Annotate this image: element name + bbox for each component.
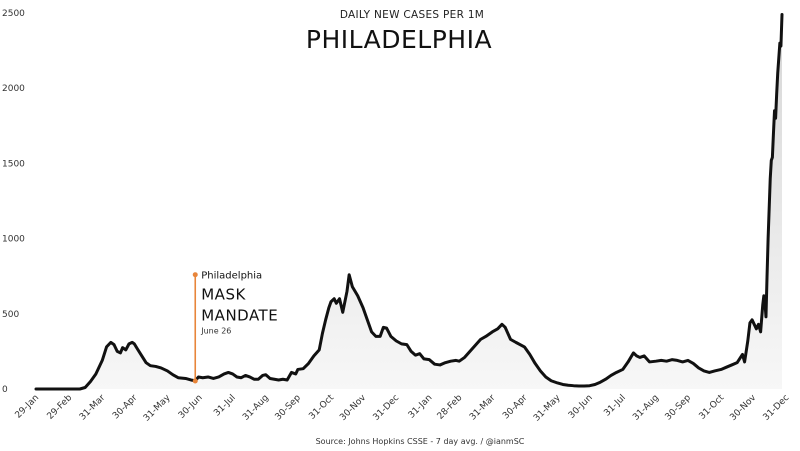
- x-tick-label: 30-Apr: [111, 393, 140, 422]
- x-tick-label: 31-Dec: [762, 393, 792, 423]
- mask-mandate-annotation: Philadelphia MASK MANDATE June 26: [192, 271, 278, 384]
- x-tick-label: 31-Jan: [407, 393, 435, 421]
- x-tick-label: 30-Nov: [338, 393, 368, 423]
- x-tick-label: 31-Mar: [78, 393, 108, 423]
- chart-title: PHILADELPHIA: [306, 25, 492, 54]
- x-tick-label: 30-Jun: [177, 393, 205, 421]
- x-tick-label: 30-Sep: [664, 393, 694, 423]
- y-tick-label: 500: [2, 310, 19, 320]
- x-tick-label: 31-Aug: [631, 393, 661, 423]
- chart-source: Source: Johns Hopkins CSSE - 7 day avg. …: [316, 437, 525, 446]
- x-tick-label: 31-Jul: [212, 393, 238, 419]
- x-tick-label: 31-Oct: [307, 393, 336, 422]
- y-axis: 0 500 1000 1500 2000 2500: [2, 9, 25, 395]
- annotation-title-line2: MANDATE: [201, 307, 278, 325]
- y-tick-label: 1000: [2, 235, 25, 245]
- y-tick-label: 1500: [2, 159, 25, 169]
- x-tick-label: 31-Jul: [602, 393, 628, 419]
- x-tick-label: 31-May: [532, 393, 563, 424]
- annotation-dot-top: [192, 272, 198, 278]
- series-line: [34, 13, 784, 391]
- x-tick-label: 29-Feb: [46, 393, 75, 422]
- annotation-title-line1: MASK: [201, 286, 246, 304]
- x-tick-label: 31-May: [142, 393, 173, 424]
- annotation-label: Philadelphia: [201, 271, 262, 282]
- x-axis: 29-Jan 29-Feb 31-Mar 30-Apr 31-May 30-Jun 31-J…: [13, 393, 791, 424]
- x-tick-label: 31-Oct: [698, 393, 727, 422]
- y-tick-label: 2000: [2, 84, 25, 94]
- x-tick-label: 28-Feb: [436, 393, 465, 422]
- y-tick-label: 2500: [2, 9, 25, 19]
- x-tick-label: 31-Dec: [372, 393, 402, 423]
- x-tick-label: 31-Aug: [241, 393, 271, 423]
- annotation-date: June 26: [200, 327, 231, 336]
- y-tick-label: 0: [2, 385, 8, 395]
- x-tick-label: 30-Sep: [274, 393, 304, 423]
- annotation-dot-bottom: [192, 378, 198, 384]
- x-tick-label: 29-Jan: [13, 393, 41, 421]
- x-tick-label: 30-Apr: [501, 393, 530, 422]
- series-area: [36, 14, 782, 389]
- x-tick-label: 30-Nov: [728, 393, 758, 423]
- x-tick-label: 30-Jun: [567, 393, 595, 421]
- x-tick-label: 31-Mar: [468, 393, 498, 423]
- chart-subtitle: DAILY NEW CASES PER 1M: [340, 9, 484, 21]
